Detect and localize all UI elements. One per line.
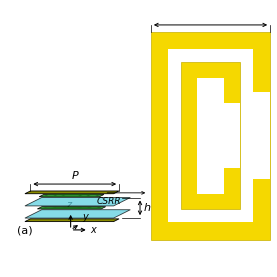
Polygon shape	[25, 198, 130, 206]
Polygon shape	[25, 219, 119, 222]
Bar	[224, 103, 240, 168]
Text: P: P	[71, 171, 78, 181]
Polygon shape	[37, 207, 106, 209]
Text: (a): (a)	[17, 225, 33, 235]
Polygon shape	[25, 210, 130, 218]
Bar	[197, 78, 224, 194]
Polygon shape	[25, 191, 119, 194]
Text: z: z	[66, 200, 71, 210]
Text: CSRR: CSRR	[96, 197, 121, 206]
Text: y: y	[82, 212, 88, 222]
Polygon shape	[39, 194, 104, 197]
Bar	[168, 49, 253, 222]
Bar	[181, 62, 240, 209]
Bar	[151, 32, 270, 240]
Bar	[253, 92, 270, 179]
Text: h: h	[143, 203, 150, 213]
Text: x: x	[90, 225, 96, 235]
